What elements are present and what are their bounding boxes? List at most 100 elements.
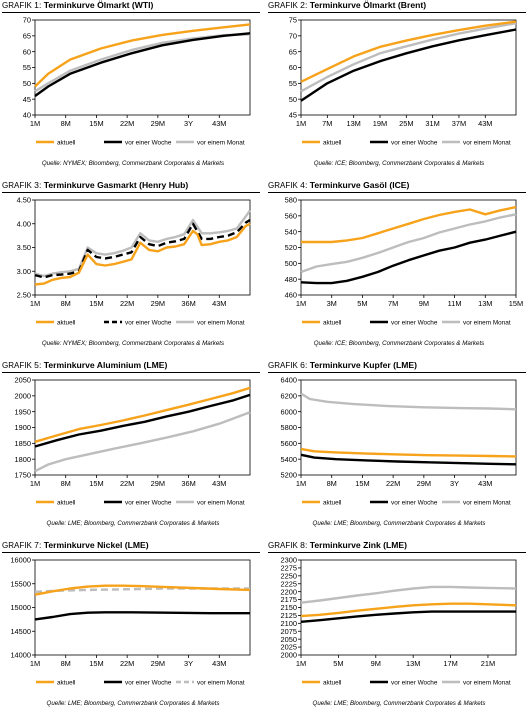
title-divider — [268, 552, 526, 553]
x-tick-label: 25M — [399, 119, 413, 128]
x-tick-label: 1M — [30, 479, 40, 488]
series-line-aktuell — [34, 23, 251, 88]
x-tick-label: 22M — [120, 299, 134, 308]
x-tick-label: 15M — [89, 479, 103, 488]
chart-title: GRAFIK 5: Terminkurve Aluminium (LME) — [2, 360, 167, 370]
legend-label-woche: vor einer Woche — [125, 679, 172, 686]
legend-label-monat: vor einem Monat — [197, 679, 245, 686]
y-tick-label: 65 — [23, 31, 31, 40]
x-tick-label: 37M — [452, 119, 466, 128]
y-tick-label: 2175 — [281, 595, 297, 604]
y-tick-label: 55 — [23, 63, 31, 72]
series-line-woche — [34, 32, 251, 97]
y-tick-label: 40 — [23, 111, 31, 120]
y-tick-label: 2250 — [281, 571, 297, 580]
legend-label-monat: vor einem Monat — [463, 319, 511, 326]
series-line-monat — [34, 209, 251, 278]
series-line-aktuell — [300, 20, 517, 83]
x-tick-label: 29M — [151, 659, 165, 668]
caption-number: 2: — [297, 0, 310, 10]
y-tick-label: 2075 — [281, 627, 297, 636]
source-note: Quelle: LME; Bloomberg, Commerzbank Corp… — [46, 520, 220, 527]
chart-title: GRAFIK 3: Terminkurve Gasmarkt (Henry Hu… — [2, 180, 188, 190]
y-tick-label: 560 — [285, 211, 297, 220]
y-tick-label: 1850 — [15, 439, 31, 448]
x-tick-label: 7M — [322, 119, 332, 128]
legend-label-woche: vor einer Woche — [391, 319, 438, 326]
legend-label-monat: vor einem Monat — [463, 139, 511, 146]
x-tick-label: 13M — [346, 119, 360, 128]
series-line-aktuell — [34, 584, 251, 596]
x-tick-label: 43M — [212, 119, 226, 128]
chart-title: GRAFIK 8: Terminkurve Zink (LME) — [268, 540, 407, 550]
title-divider — [2, 192, 260, 193]
series-line-woche — [300, 230, 517, 285]
y-tick-label: 2200 — [281, 587, 297, 596]
y-tick-label: 2000 — [15, 391, 31, 400]
y-tick-label: 6400 — [281, 376, 297, 385]
y-tick-label: 2150 — [281, 603, 297, 612]
x-tick-label: 3Y — [184, 659, 193, 668]
caption-title: Terminkurve Nickel (LME) — [43, 540, 149, 550]
x-tick-label: 15M — [89, 119, 103, 128]
caption-number: 8: — [297, 540, 310, 550]
chart-svg: 40 45 50 55 60 65 70 1M 8M 15M 22M 29M 3Y 43M aktuell v… — [23, 16, 251, 146]
y-tick-label: 500 — [285, 259, 297, 268]
y-tick-label: 6000 — [281, 407, 297, 416]
series-line-woche — [34, 218, 251, 279]
y-tick-label: 520 — [285, 243, 297, 252]
x-tick-label: 5M — [357, 299, 367, 308]
chart-title: GRAFIK 6: Terminkurve Kupfer (LME) — [268, 360, 417, 370]
chart-svg: 45 50 55 60 65 70 75 1M 7M 13M 19M 25M 31M 37M 43M aktu… — [289, 16, 517, 146]
series-line-monat — [300, 22, 517, 93]
chart-panel-3: GRAFIK 3: Terminkurve Gasmarkt (Henry Hu… — [0, 180, 266, 360]
x-tick-label: 29M — [151, 479, 165, 488]
series-line-woche — [300, 28, 517, 102]
x-tick-label: 8M — [61, 479, 71, 488]
legend-label-aktuell: aktuell — [323, 319, 341, 326]
y-tick-label: 65 — [289, 47, 297, 56]
source-note: Quelle: ICE; Bloomberg, Commerzbank Corp… — [313, 160, 485, 167]
legend-label-woche: vor einer Woche — [125, 499, 172, 506]
source-note: Quelle: LME; Bloomberg, Commerzbank Corp… — [312, 520, 486, 527]
y-tick-label: 3.50 — [17, 243, 31, 252]
chart-svg: 14000 14500 15000 15500 16000 1M 8M 15M 22M 29M 3Y… — [10, 556, 251, 686]
caption-prefix: GRAFIK — [2, 541, 32, 550]
series-line-aktuell — [300, 447, 517, 458]
y-tick-label: 2125 — [281, 611, 297, 620]
y-tick-label: 480 — [285, 275, 297, 284]
legend-label-woche: vor einer Woche — [125, 319, 172, 326]
x-tick-label: 1M — [296, 299, 306, 308]
y-tick-label: 14500 — [10, 627, 31, 636]
source-note: Quelle: ICE; Bloomberg, Commerzbank Corp… — [313, 340, 485, 347]
legend-label-woche: vor einer Woche — [391, 499, 438, 506]
plot-area — [34, 559, 251, 656]
y-tick-label: 1800 — [15, 455, 31, 464]
x-tick-label: 36M — [181, 299, 195, 308]
legend-label-aktuell: aktuell — [57, 679, 75, 686]
caption-number: 3: — [31, 180, 44, 190]
y-tick-label: 1900 — [15, 423, 31, 432]
y-tick-label: 580 — [285, 196, 297, 205]
series-line-monat — [34, 411, 251, 473]
legend-label-aktuell: aktuell — [57, 139, 75, 146]
chart-svg: 5200 5400 5600 5800 6000 6200 6400 1M 8M 15M 22M 29… — [281, 376, 517, 506]
series-line-monat — [300, 585, 517, 604]
x-tick-label: 9M — [371, 659, 381, 668]
x-tick-label: 1M — [30, 659, 40, 668]
y-tick-label: 3.00 — [17, 267, 31, 276]
legend-label-woche: vor einer Woche — [391, 679, 438, 686]
caption-title: Terminkurve Ölmarkt (WTI) — [43, 0, 154, 10]
y-tick-label: 5600 — [281, 439, 297, 448]
caption-title: Terminkurve Kupfer (LME) — [309, 360, 418, 370]
caption-prefix: GRAFIK — [268, 541, 298, 550]
y-tick-label: 75 — [289, 16, 297, 25]
x-tick-label: 31M — [425, 119, 439, 128]
chart-svg: 2000202520502075210021252150217522002225… — [281, 556, 517, 686]
title-divider — [2, 12, 260, 13]
legend-label-woche: vor einer Woche — [391, 139, 438, 146]
y-tick-label: 2000 — [281, 651, 297, 660]
title-divider — [2, 552, 260, 553]
y-tick-label: 2050 — [281, 635, 297, 644]
x-tick-label: 22M — [386, 479, 400, 488]
